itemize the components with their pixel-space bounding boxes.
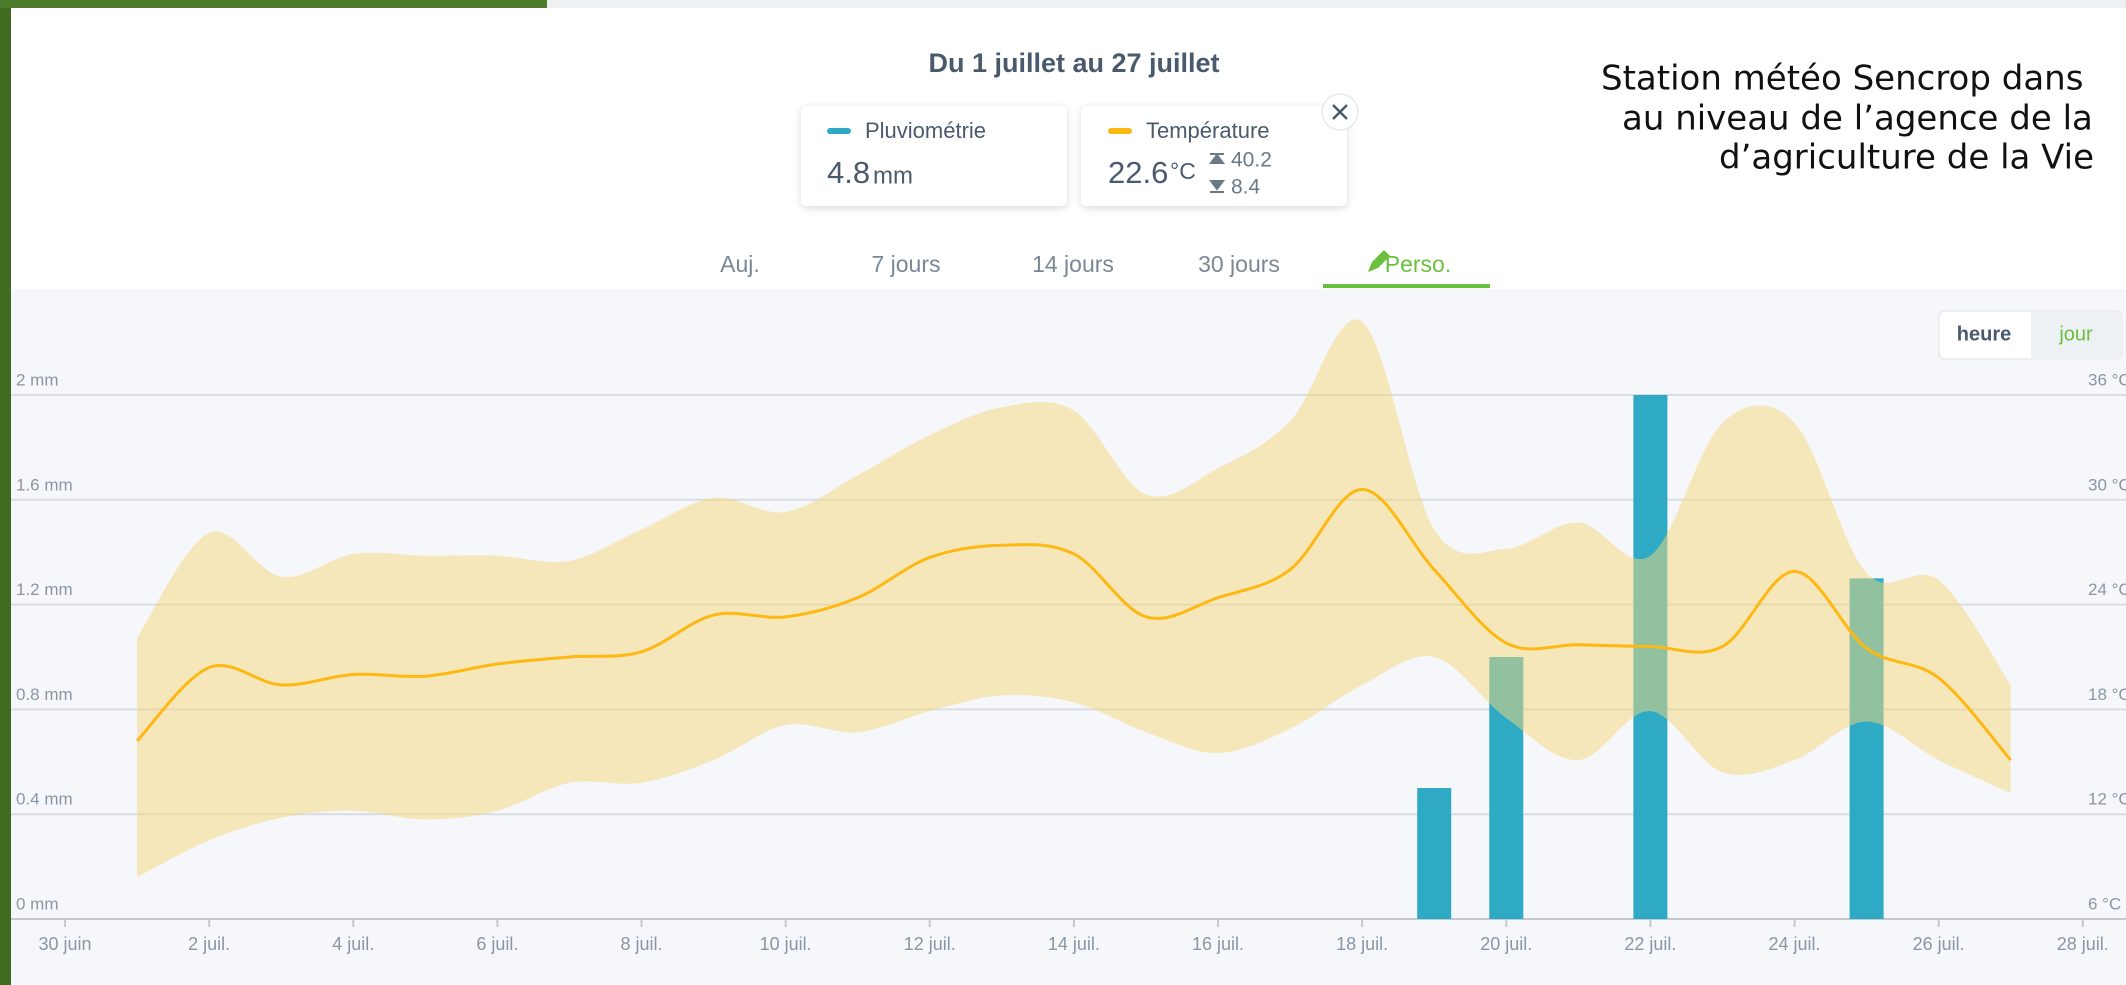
y-tick-label: 0 mm <box>16 894 59 913</box>
x-tick-label: 26 juil. <box>1913 934 1965 954</box>
top-border <box>547 0 2126 8</box>
y2-tick-label: 30 °C <box>2088 475 2126 494</box>
page: Du 1 juillet au 27 juillet Pluviométrie … <box>0 0 2126 985</box>
x-tick-label: 8 juil. <box>621 934 663 954</box>
x-tick-label: 16 juil. <box>1192 934 1244 954</box>
toggle: heure jour <box>1939 311 2122 359</box>
x-tick-label: 22 juil. <box>1624 934 1676 954</box>
photo-top <box>0 0 547 8</box>
legend-label: Pluviométrie <box>865 118 986 143</box>
y-tick-label: 0.8 mm <box>16 685 73 704</box>
x-tick-label: 4 juil. <box>332 934 374 954</box>
x-tick-label: 30 juin <box>39 934 92 954</box>
caption-line: au niveau de l’agence de la <box>1622 99 2093 139</box>
toggle-option[interactable]: jour <box>2058 323 2093 345</box>
temp-max: 40.2 <box>1231 149 1272 172</box>
period-title: Du 1 juillet au 27 juillet <box>928 48 1219 78</box>
tab[interactable]: 14 jours <box>1032 251 1114 277</box>
toggle-option[interactable]: heure <box>1957 323 2011 345</box>
x-tick-label: 2 juil. <box>188 934 230 954</box>
y2-tick-label: 18 °C <box>2088 685 2126 704</box>
x-tick-label: 12 juil. <box>904 934 956 954</box>
y2-tick-label: 12 °C <box>2088 790 2126 809</box>
x-tick-label: 28 juil. <box>2057 934 2109 954</box>
x-tick-label: 10 juil. <box>760 934 812 954</box>
temp-min: 8.4 <box>1231 176 1261 199</box>
x-tick-label: 20 juil. <box>1480 934 1532 954</box>
y-tick-label: 0.4 mm <box>16 790 73 809</box>
tab[interactable]: Auj. <box>720 251 760 277</box>
y-tick-label: 1.2 mm <box>16 580 73 599</box>
y-tick-label: 2 mm <box>16 370 59 389</box>
tab[interactable]: Perso. <box>1385 251 1451 277</box>
close-button[interactable] <box>1322 94 1358 130</box>
caption: Station météo Sencrop dans au niveau de … <box>1601 59 2094 178</box>
y-tick-label: 1.6 mm <box>16 475 73 494</box>
x-tick-label: 6 juil. <box>476 934 518 954</box>
tab[interactable]: 30 jours <box>1198 251 1280 277</box>
y2-tick-label: 6 °C <box>2088 894 2121 913</box>
card-rain: Pluviométrie 4.8 mm <box>801 106 1067 206</box>
temp-unit: °C <box>1170 158 1196 184</box>
rain-total: 4.8 <box>827 155 870 190</box>
photo-strip <box>0 0 11 985</box>
screen: Du 1 juillet au 27 juillet Pluviométrie … <box>0 0 2126 985</box>
legend-swatch <box>1108 128 1132 134</box>
x-tick-label: 24 juil. <box>1769 934 1821 954</box>
rain-bar <box>1417 788 1451 919</box>
caption-line: Station météo Sencrop dans <box>1601 59 2083 99</box>
caption-line: d’agriculture de la Vie <box>1719 138 2094 178</box>
legend-swatch <box>827 128 851 134</box>
legend-label: Température <box>1146 118 1270 143</box>
x-tick-label: 14 juil. <box>1048 934 1100 954</box>
tabs: Auj. 7 jours 14 jours 30 jours Perso. <box>720 250 1490 288</box>
tab-underline <box>1323 284 1490 288</box>
card-temp: Température 22.6 °C 40.2 8.4 <box>1081 106 1347 206</box>
rain-unit: mm <box>873 162 913 189</box>
y2-tick-label: 36 °C <box>2088 370 2126 389</box>
tab[interactable]: 7 jours <box>871 251 940 277</box>
x-tick-label: 18 juil. <box>1336 934 1388 954</box>
temp-mean: 22.6 <box>1108 155 1168 190</box>
y2-tick-label: 24 °C <box>2088 580 2126 599</box>
